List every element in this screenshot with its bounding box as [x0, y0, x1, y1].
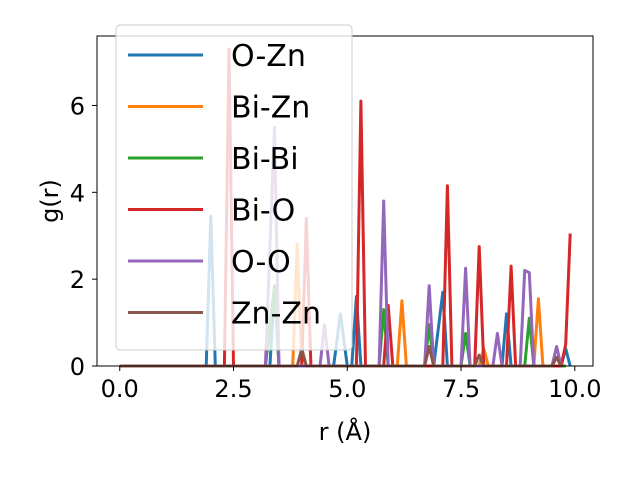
- legend: O-Zn Bi-Zn Bi-Bi Bi-O O-O Zn-Zn: [115, 24, 353, 351]
- x-axis: 0.0 2.5 5.0 7.5 10.0: [101, 366, 602, 403]
- legend-label: Bi-Bi: [231, 142, 299, 177]
- legend-label: O-O: [231, 245, 291, 280]
- y-tick-label: 4: [70, 179, 85, 207]
- legend-label: Bi-Zn: [231, 91, 310, 126]
- y-tick-label: 6: [70, 92, 85, 120]
- legend-label: Bi-O: [231, 194, 295, 229]
- x-tick-label: 10.0: [548, 375, 601, 403]
- y-axis-label: g(r): [36, 179, 64, 223]
- x-tick-label: 0.0: [101, 375, 139, 403]
- y-tick-label: 2: [70, 266, 85, 294]
- x-tick-label: 5.0: [328, 375, 366, 403]
- x-axis-label: r (Å): [319, 417, 372, 446]
- y-axis: 0 2 4 6: [70, 92, 97, 381]
- legend-label: Zn-Zn: [231, 297, 321, 332]
- legend-label: O-Zn: [231, 39, 306, 74]
- x-tick-label: 7.5: [442, 375, 480, 403]
- x-tick-label: 2.5: [214, 375, 252, 403]
- y-tick-label: 0: [70, 353, 85, 381]
